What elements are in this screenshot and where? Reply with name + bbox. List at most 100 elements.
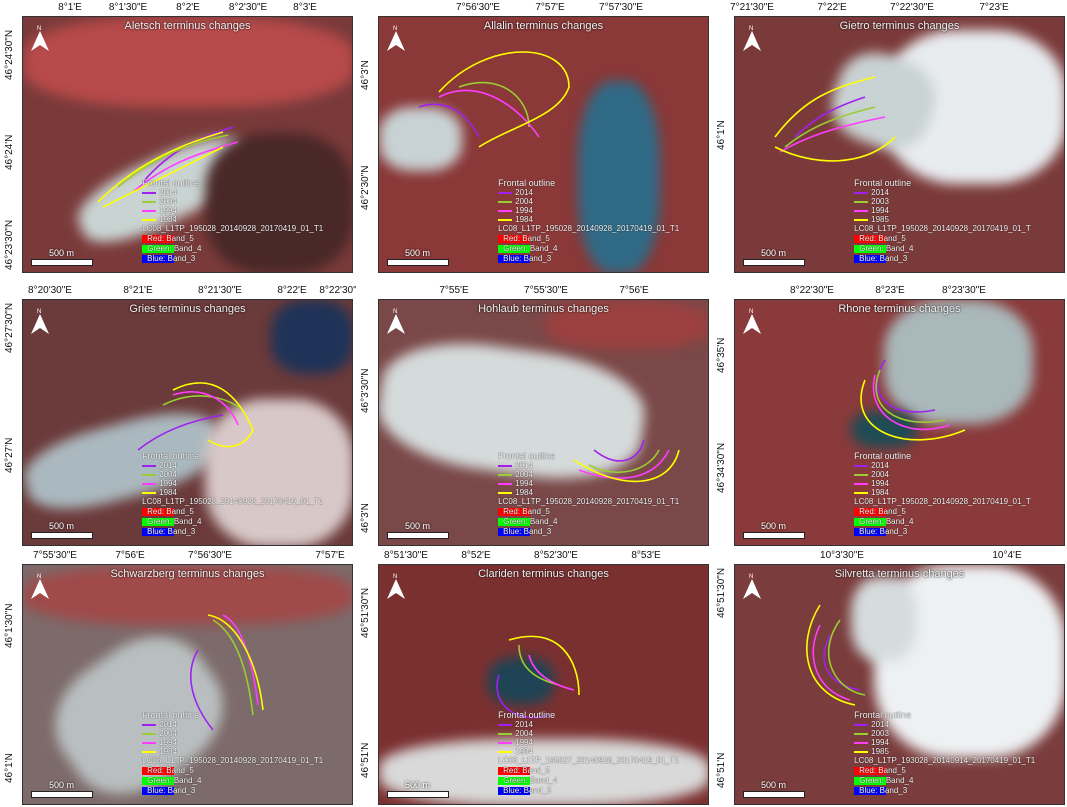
outline-1994 — [578, 449, 670, 479]
legend-year: 2014 — [515, 720, 533, 729]
band-swatch — [498, 786, 531, 795]
band-label: Green: Band_4 — [147, 776, 202, 785]
scale-bar: 500 m — [743, 248, 805, 266]
scale-label: 500 m — [761, 521, 787, 531]
band-swatch — [142, 234, 175, 243]
legend-year: 2014 — [515, 461, 533, 470]
scale-label: 500 m — [761, 248, 787, 258]
legend-title: Frontal outline — [498, 451, 556, 461]
longitude-tick-label: 7°56'E — [115, 550, 145, 561]
map-panel: 8°1'E 8°1'30"E 8°2'E 8°2'30"E 8°3'E 46°24'30"… — [0, 0, 355, 275]
legend-year-row: 1984 — [854, 488, 1031, 497]
map-panel: 10°3'30"E 10°4'E 46°51'30"N 46°51'N Silvrett… — [712, 548, 1067, 807]
band-label: Blue: Band_3 — [503, 786, 552, 795]
map-legend: Frontal outline 2014 2004 1994 1984 LC08_L1TP… — [142, 711, 323, 795]
legend-year-row: 2014 — [142, 720, 323, 729]
map-panel: 7°55'30"E 7°56'E 7°56'30"E 7°57'E 46°1'30"N 4… — [0, 548, 355, 807]
band-swatch — [498, 507, 531, 516]
legend-year: 2004 — [159, 729, 177, 738]
band-legend-row: Blue: Band_3 — [142, 786, 323, 795]
band-label: Blue: Band_3 — [859, 527, 908, 536]
panel-title: Hohlaub terminus changes — [478, 303, 609, 315]
legend-year-row: 1994 — [854, 206, 1031, 215]
band-label: Green: Band_4 — [859, 776, 914, 785]
longitude-tick-label: 8°2'E — [176, 2, 200, 13]
legend-line-swatch — [498, 723, 513, 726]
outline-2003 — [828, 619, 866, 696]
legend-year-row: 1994 — [142, 206, 323, 215]
scene-id: LC08_L1TP_193028_20140914_20170419_01_T1 — [854, 756, 1036, 765]
legend-line-swatch — [498, 491, 513, 494]
scale-label: 500 m — [49, 521, 75, 531]
longitude-tick-label: 8°3'E — [293, 2, 317, 13]
scale-bar: 500 m — [31, 780, 93, 798]
scale-bar: 500 m — [31, 248, 93, 266]
scale-bar-graphic — [31, 791, 93, 798]
scale-bar-graphic — [31, 259, 93, 266]
longitude-tick-label: 7°22'30"E — [890, 2, 934, 13]
latitude-tick-label: 46°51'N — [360, 742, 371, 778]
band-legend-row: Red: Band_5 — [142, 507, 323, 516]
legend-line-swatch — [498, 218, 513, 221]
longitude-tick-label: 8°22'E — [277, 285, 307, 296]
panel-title: Gries terminus changes — [129, 303, 246, 315]
legend-year-row: 1994 — [142, 738, 323, 747]
longitude-tick-label: 10°4'E — [992, 550, 1022, 561]
outline-2014 — [418, 103, 480, 138]
band-swatch — [854, 254, 887, 263]
latitude-tick-label: 46°3'N — [360, 503, 371, 533]
longitude-tick-label: 8°21'30"E — [198, 285, 242, 296]
band-label: Green: Band_4 — [503, 776, 558, 785]
longitude-tick-label: 8°53'E — [631, 550, 661, 561]
scale-bar-graphic — [743, 532, 805, 539]
frontal-outlines — [190, 614, 264, 731]
legend-line-swatch — [854, 464, 869, 467]
legend-year: 2004 — [515, 729, 533, 738]
band-legend-row: Green: Band_4 — [142, 244, 323, 253]
latitude-tick-label: 46°35'N — [716, 337, 727, 373]
scene-id: LC08_L1TP_195028_20140928_20170419_01_T1 — [142, 497, 324, 506]
scale-bar: 500 m — [743, 780, 805, 798]
latitude-tick-label: 46°27'30"N — [4, 302, 15, 353]
legend-year: 1984 — [871, 488, 889, 497]
longitude-tick-label: 7°56'E — [619, 285, 649, 296]
band-legend-row: Green: Band_4 — [854, 776, 1035, 785]
legend-year: 1994 — [159, 738, 177, 747]
outline-1994 — [528, 654, 575, 691]
legend-line-swatch — [498, 750, 513, 753]
map-panel: 7°21'30"E 7°22'E 7°22'30"E 7°23'E 46°1'N Giet… — [712, 0, 1067, 275]
legend-year: 1994 — [515, 479, 533, 488]
band-legend-row: Red: Band_5 — [142, 766, 323, 775]
band-legend-row: Green: Band_4 — [142, 517, 323, 526]
legend-year-row: 2014 — [498, 188, 679, 197]
band-legend-row: Red: Band_5 — [498, 766, 679, 775]
legend-line-swatch — [498, 482, 513, 485]
legend-title: Frontal outline — [142, 451, 200, 461]
band-swatch — [498, 517, 531, 526]
satellite-map: Silvretta terminus changes N Frontal outli… — [734, 564, 1065, 805]
band-label: Blue: Band_3 — [147, 254, 196, 263]
legend-line-swatch — [854, 200, 869, 203]
outline-2014 — [593, 439, 645, 462]
latitude-tick-label: 46°24'N — [4, 134, 15, 170]
band-label: Red: Band_5 — [147, 766, 194, 775]
band-swatch — [854, 527, 887, 536]
legend-year: 1984 — [515, 488, 533, 497]
band-label: Blue: Band_3 — [503, 527, 552, 536]
band-swatch — [142, 527, 175, 536]
outline-1984 — [573, 449, 680, 483]
map-panel: 7°56'30"E 7°57'E 7°57'30"E 46°3'N 46°2'30"N A… — [356, 0, 711, 275]
map-legend: Frontal outline 2014 2004 1994 1984 LC08_L1TP… — [142, 179, 323, 263]
longitude-tick-label: 7°56'30"E — [188, 550, 232, 561]
band-swatch — [142, 507, 175, 516]
legend-line-swatch — [498, 191, 513, 194]
outline-1994 — [172, 391, 239, 426]
band-swatch — [854, 766, 887, 775]
band-label: Green: Band_4 — [503, 517, 558, 526]
terrain-patch — [850, 411, 918, 449]
band-legend-row: Green: Band_4 — [854, 517, 1031, 526]
outline-2004 — [458, 81, 530, 128]
legend-year-row: 1984 — [498, 215, 679, 224]
frontal-outlines — [97, 126, 239, 208]
latitude-tick-label: 46°51'N — [716, 752, 727, 788]
